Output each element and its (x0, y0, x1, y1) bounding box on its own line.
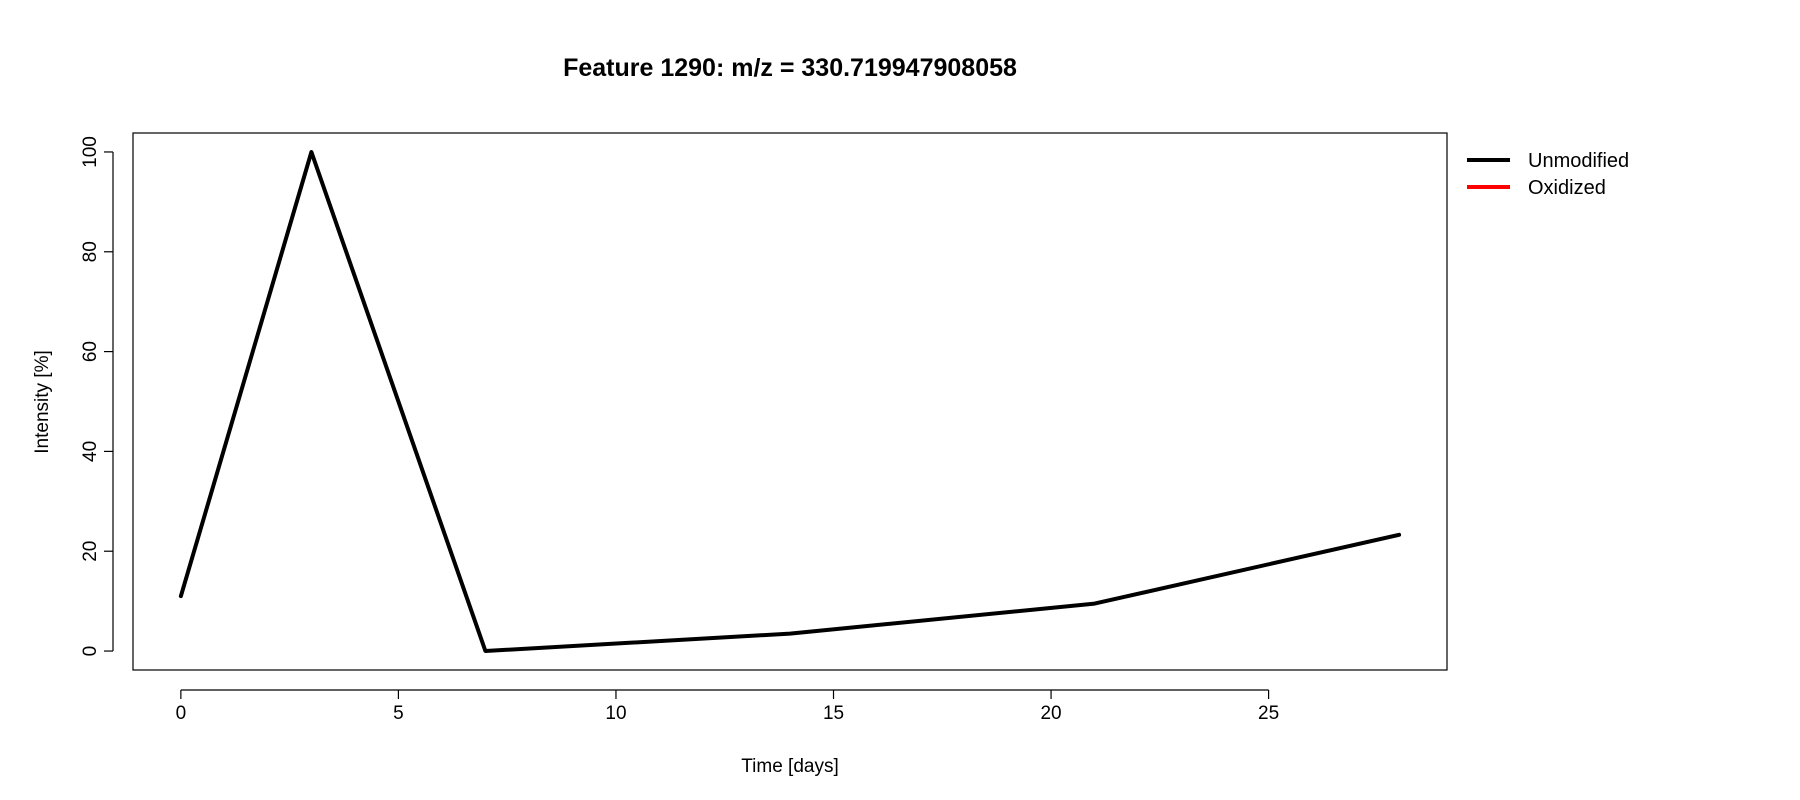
chart-title: Feature 1290: m/z = 330.719947908058 (563, 54, 1017, 82)
y-tick-label: 80 (80, 241, 101, 262)
series-line-unmodified (178, 150, 1402, 653)
x-tick-label: 20 (1040, 703, 1061, 724)
x-tick-label: 5 (393, 703, 404, 724)
series-layer (178, 150, 1402, 653)
y-axis: 0 20 40 60 80 100 (80, 136, 114, 657)
x-axis-label: Time [days] (741, 756, 839, 777)
x-axis: 0 5 10 15 20 25 (176, 689, 1279, 724)
legend-label-oxidized: Oxidized (1528, 177, 1606, 199)
y-tick-label: 0 (80, 646, 101, 657)
plot-area-frame (132, 132, 1448, 671)
x-tick-label: 0 (176, 703, 187, 724)
y-tick-label: 20 (80, 541, 101, 562)
legend: Unmodified Oxidized (1467, 150, 1629, 199)
x-tick-label: 10 (605, 703, 626, 724)
y-axis-label: Intensity [%] (32, 350, 53, 454)
y-tick-label: 100 (80, 136, 101, 168)
x-tick-label: 15 (823, 703, 844, 724)
y-tick-label: 60 (80, 341, 101, 362)
x-tick-label: 25 (1258, 703, 1279, 724)
y-tick-label: 40 (80, 441, 101, 462)
legend-label-unmodified: Unmodified (1528, 150, 1629, 172)
